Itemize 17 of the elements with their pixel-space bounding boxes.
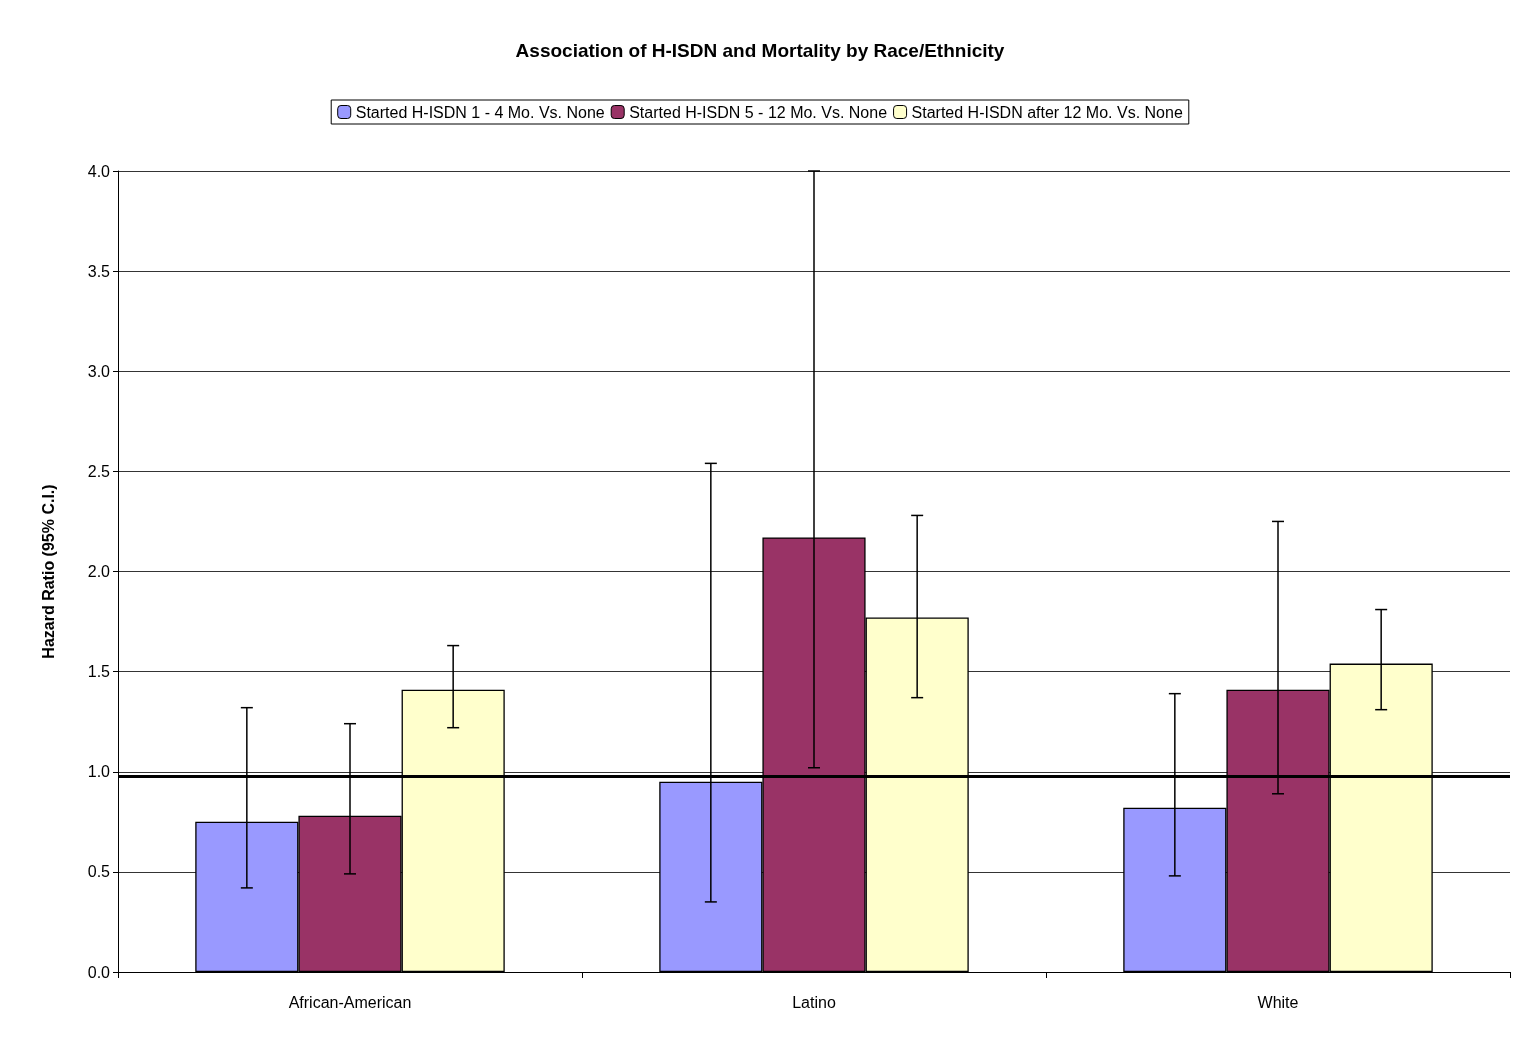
- legend-label: Started H-ISDN 5 - 12 Mo. Vs. None: [629, 103, 888, 121]
- y-tick-label: 0.0: [87, 963, 111, 981]
- y-tick-label: 2.0: [87, 563, 111, 580]
- y-tick-label: 4.0: [87, 162, 111, 180]
- chart-title: Association of H-ISDN and Mortality by Race/Ethnicity: [515, 40, 1005, 61]
- y-tick-label: 3.5: [87, 262, 111, 280]
- y-tick-label: 1.0: [87, 763, 111, 781]
- legend-label: Started H-ISDN 1 - 4 Mo. Vs. None: [355, 103, 605, 121]
- y-tick-label: 1.5: [87, 663, 111, 681]
- y-tick-label: 2.5: [87, 462, 111, 480]
- y-axis-title: Hazard Ratio (95% C.I.): [39, 484, 57, 659]
- y-tick-label: 0.5: [87, 863, 111, 881]
- y-tick-label: 3.0: [87, 362, 111, 380]
- x-tick-label: Latino: [792, 993, 836, 1011]
- x-tick-label: African-American: [288, 993, 412, 1011]
- x-tick-label: White: [1257, 993, 1299, 1011]
- legend-label: Started H-ISDN after 12 Mo. Vs. None: [911, 103, 1183, 121]
